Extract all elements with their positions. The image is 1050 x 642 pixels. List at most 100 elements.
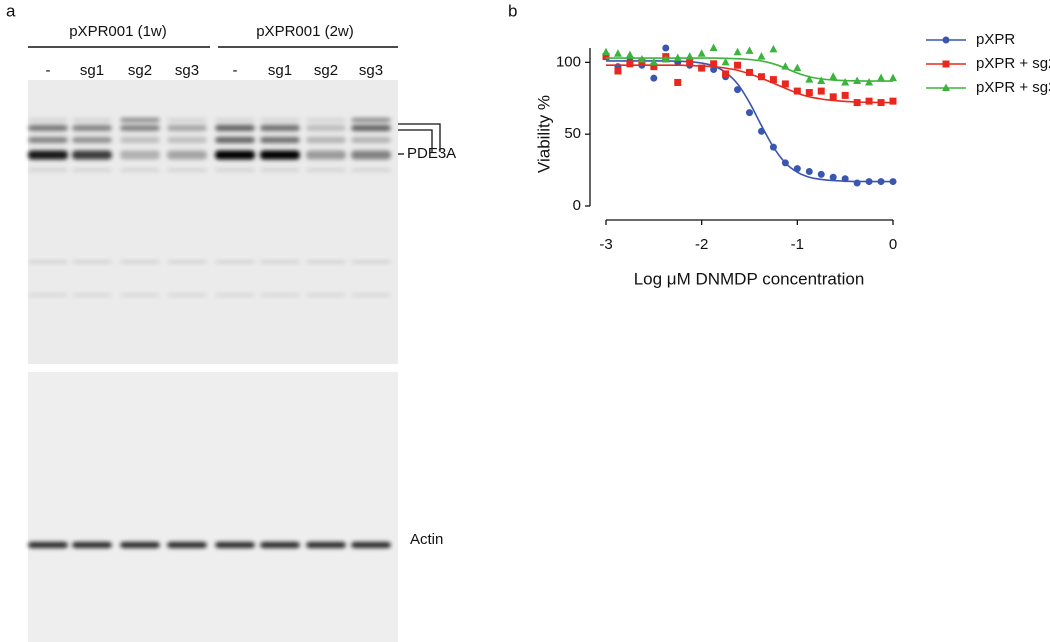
y-axis-label: Viability % (534, 95, 553, 173)
point (865, 178, 873, 186)
band (306, 137, 346, 143)
point (626, 60, 634, 68)
band (167, 293, 207, 297)
group-label: pXPR001 (2w) (256, 23, 354, 40)
point (865, 77, 874, 86)
band (306, 542, 346, 548)
blot-lower (28, 372, 398, 642)
point (889, 73, 897, 82)
point (829, 93, 837, 101)
point (793, 63, 802, 72)
point (829, 72, 838, 80)
legend-label: pXPR (976, 31, 1015, 48)
band (120, 118, 160, 122)
band (260, 137, 300, 143)
band (260, 542, 300, 548)
point (698, 64, 706, 72)
point (805, 168, 813, 176)
band (120, 137, 160, 143)
point (710, 60, 718, 68)
band (260, 168, 300, 172)
point (734, 61, 742, 69)
point (650, 74, 658, 82)
point (614, 67, 622, 75)
point (853, 179, 861, 187)
x-axis-label: Log μM DNMDP concentration (634, 269, 865, 288)
point (746, 68, 753, 76)
band (28, 293, 68, 297)
lane-label: sg2 (314, 62, 338, 79)
fit-curve (606, 60, 893, 183)
point (637, 54, 646, 63)
point (841, 77, 850, 86)
band-label: PDE3A (407, 145, 456, 162)
point (817, 170, 825, 178)
band (167, 118, 207, 122)
band (28, 150, 68, 160)
point (817, 76, 826, 85)
point (721, 57, 730, 66)
point (650, 63, 658, 71)
point (722, 70, 730, 78)
panel-label: a (6, 1, 16, 20)
point (673, 53, 682, 62)
band (72, 125, 112, 131)
band (215, 150, 255, 160)
band (351, 260, 391, 264)
band (351, 137, 391, 143)
point (781, 80, 789, 88)
point (793, 87, 801, 95)
point (613, 49, 622, 57)
x-tick-label: 0 (889, 236, 897, 253)
point (877, 73, 886, 82)
band (215, 293, 255, 297)
point (769, 76, 777, 84)
point (602, 47, 610, 56)
point (686, 58, 694, 66)
band (28, 260, 68, 264)
band (260, 150, 300, 160)
band (167, 542, 207, 548)
legend-label: pXPR + sg3 (976, 79, 1050, 96)
band (72, 150, 112, 160)
legend-marker (942, 60, 950, 68)
band (351, 542, 391, 548)
lane-label: sg1 (268, 62, 292, 79)
point (793, 165, 801, 173)
point (602, 53, 610, 61)
band (28, 118, 68, 122)
point (805, 89, 813, 97)
band (28, 168, 68, 172)
band (72, 137, 112, 143)
band (260, 118, 300, 122)
band (306, 168, 346, 172)
band (72, 293, 112, 297)
point (709, 43, 718, 51)
point (661, 54, 670, 63)
blot-upper (28, 80, 398, 364)
point (805, 75, 814, 83)
legend-label: pXPR + sg2 (976, 55, 1050, 72)
y-tick-label: 0 (573, 197, 581, 214)
band (167, 150, 207, 160)
y-tick-label: 50 (564, 125, 581, 142)
point (734, 86, 742, 94)
lane-label: sg2 (128, 62, 152, 79)
band (28, 125, 68, 131)
band-label: Actin (410, 531, 443, 548)
point (781, 159, 789, 167)
band (120, 125, 160, 131)
point (710, 66, 718, 74)
band (306, 125, 346, 131)
band (72, 168, 112, 172)
band (260, 293, 300, 297)
band (120, 542, 160, 548)
legend-marker (942, 36, 950, 44)
panel-label: b (508, 1, 517, 20)
point (674, 78, 682, 86)
band (120, 168, 160, 172)
lane-label: - (46, 62, 51, 79)
band (260, 260, 300, 264)
lane-label: sg3 (359, 62, 383, 79)
